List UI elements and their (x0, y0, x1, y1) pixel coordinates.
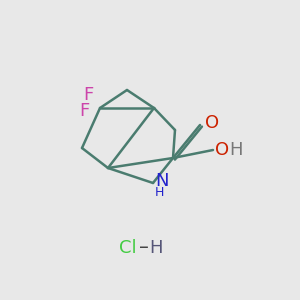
Text: N: N (155, 172, 169, 190)
Text: –: – (139, 238, 149, 257)
Text: H: H (155, 187, 164, 200)
Text: H: H (149, 239, 163, 257)
Text: F: F (79, 102, 89, 120)
Text: H: H (229, 141, 242, 159)
Text: O: O (215, 141, 229, 159)
Text: Cl: Cl (119, 239, 137, 257)
Text: F: F (83, 86, 93, 104)
Text: O: O (205, 114, 219, 132)
